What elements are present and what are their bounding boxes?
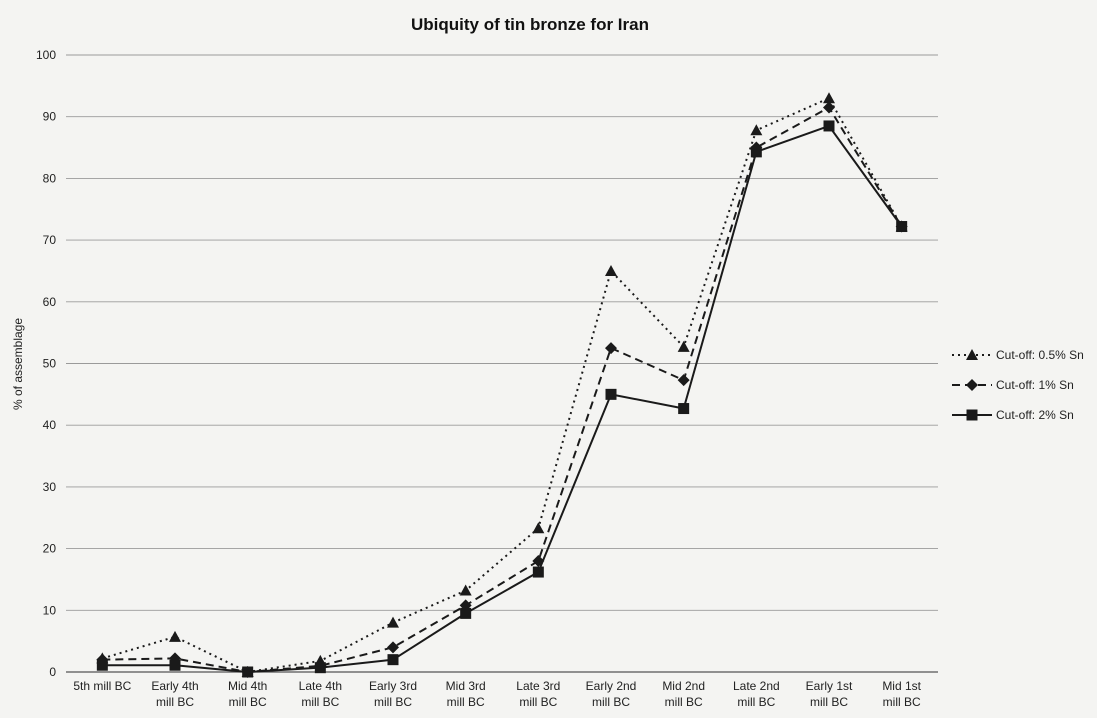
x-tick-line: mill BC bbox=[519, 695, 557, 709]
series-triangle bbox=[96, 92, 908, 677]
x-tick-line: Early 1st bbox=[806, 679, 853, 693]
y-tick-label: 0 bbox=[49, 665, 56, 679]
x-tick-line: mill BC bbox=[156, 695, 194, 709]
data-point bbox=[677, 374, 690, 387]
y-tick-label: 70 bbox=[43, 233, 57, 247]
data-point bbox=[823, 120, 835, 132]
x-tick-line: mill BC bbox=[810, 695, 848, 709]
x-tick-label: Mid 2nd mill BC bbox=[662, 679, 705, 709]
series-line bbox=[102, 124, 903, 673]
x-tick-label: Late 4th mill BC bbox=[299, 679, 342, 709]
legend-marker bbox=[966, 379, 978, 391]
series-square bbox=[96, 120, 908, 678]
x-tick-line: Early 3rd bbox=[369, 679, 417, 693]
y-tick-label: 90 bbox=[43, 110, 57, 124]
data-point bbox=[169, 630, 181, 642]
y-tick-label: 10 bbox=[43, 603, 57, 617]
x-tick-line: mill BC bbox=[883, 695, 921, 709]
data-point bbox=[823, 92, 835, 104]
data-point bbox=[823, 101, 835, 114]
x-tick-label: Early 1st mill BC bbox=[806, 679, 853, 709]
y-tick-label: 80 bbox=[43, 171, 57, 185]
x-tick-line: mill BC bbox=[447, 695, 485, 709]
x-tick-line: Mid 2nd bbox=[662, 679, 705, 693]
x-tick-line: Mid 4th bbox=[228, 679, 267, 693]
x-tick-label: Early 3rd mill BC bbox=[369, 679, 417, 709]
data-point bbox=[169, 659, 181, 671]
data-point bbox=[532, 566, 544, 578]
legend-marker bbox=[966, 409, 978, 421]
x-tick-label: Late 3rd mill BC bbox=[516, 679, 560, 709]
y-tick-label: 60 bbox=[43, 295, 57, 309]
gridlines bbox=[66, 54, 938, 673]
x-tick-line: mill BC bbox=[374, 695, 412, 709]
y-tick-label: 20 bbox=[43, 542, 57, 556]
data-point bbox=[314, 662, 326, 674]
y-tick-label: 50 bbox=[43, 357, 57, 371]
series-line bbox=[102, 106, 903, 673]
data-point bbox=[896, 221, 908, 233]
y-axis-label: % of assemblage bbox=[11, 318, 25, 410]
x-tick-label: Early 4th mill BC bbox=[151, 679, 198, 709]
legend-label: Cut-off: 1% Sn bbox=[996, 378, 1074, 392]
x-tick-label: Mid 4th mill BC bbox=[228, 679, 267, 709]
legend: Cut-off: 0.5% Sn Cut-off: 1% Sn Cut-off: 2… bbox=[952, 348, 1084, 422]
x-tick-line: Mid 3rd bbox=[446, 679, 486, 693]
data-point bbox=[750, 124, 763, 136]
x-tick-labels: 5th mill BC Early 4th mill BC Mid 4th mill B… bbox=[73, 679, 921, 709]
series-diamond bbox=[96, 101, 908, 678]
data-point bbox=[678, 403, 690, 415]
x-tick-line: Late 4th bbox=[299, 679, 342, 693]
y-tick-label: 30 bbox=[43, 480, 57, 494]
data-point bbox=[387, 641, 399, 654]
x-tick-line: Early 4th bbox=[151, 679, 198, 693]
data-point bbox=[387, 654, 399, 666]
data-point bbox=[605, 264, 617, 276]
x-tick-label: Late 2nd mill BC bbox=[733, 679, 780, 709]
x-tick-line: 5th mill BC bbox=[73, 679, 131, 693]
x-tick-line: mill BC bbox=[301, 695, 339, 709]
chart-title: Ubiquity of tin bronze for Iran bbox=[411, 15, 649, 34]
series-group bbox=[96, 92, 908, 678]
series-line bbox=[102, 97, 903, 673]
legend-label: Cut-off: 0.5% Sn bbox=[996, 348, 1084, 362]
x-tick-label: 5th mill BC bbox=[73, 679, 131, 693]
y-tick-labels: 0 10 20 30 40 50 60 70 80 90 100 bbox=[36, 48, 56, 679]
x-tick-line: mill BC bbox=[737, 695, 775, 709]
data-point bbox=[387, 616, 399, 628]
data-point bbox=[96, 659, 108, 671]
legend-label: Cut-off: 2% Sn bbox=[996, 408, 1074, 422]
x-tick-label: Mid 3rd mill BC bbox=[446, 679, 486, 709]
x-tick-line: mill BC bbox=[229, 695, 267, 709]
data-point bbox=[242, 666, 254, 678]
data-point bbox=[605, 342, 617, 355]
y-tick-label: 100 bbox=[36, 48, 56, 62]
x-tick-line: Late 2nd bbox=[733, 679, 780, 693]
data-point bbox=[750, 146, 762, 158]
data-point bbox=[532, 522, 545, 534]
legend-marker bbox=[966, 349, 978, 360]
data-point bbox=[677, 340, 690, 352]
x-tick-line: Late 3rd bbox=[516, 679, 560, 693]
x-tick-line: mill BC bbox=[592, 695, 630, 709]
x-tick-label: Early 2nd mill BC bbox=[586, 679, 637, 709]
x-tick-line: Early 2nd bbox=[586, 679, 637, 693]
y-tick-label: 40 bbox=[43, 418, 57, 432]
x-tick-line: Mid 1st bbox=[882, 679, 921, 693]
data-point bbox=[459, 584, 472, 596]
data-point bbox=[460, 607, 472, 619]
x-tick-label: Mid 1st mill BC bbox=[882, 679, 921, 709]
data-point bbox=[605, 388, 617, 400]
x-tick-line: mill BC bbox=[665, 695, 703, 709]
